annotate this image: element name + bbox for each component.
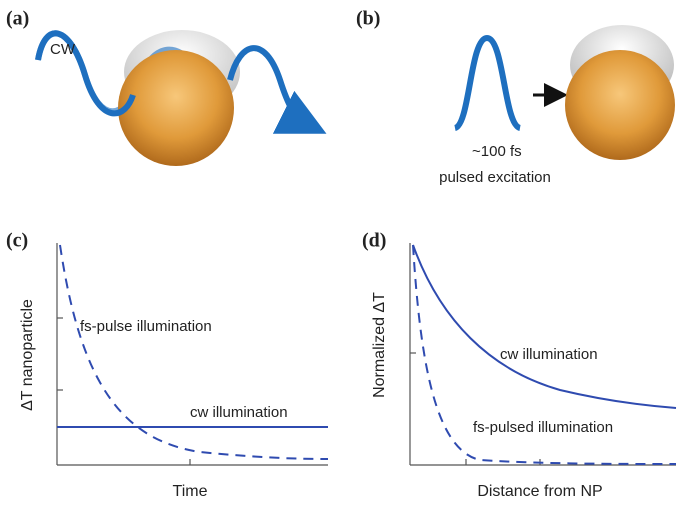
curve-label: cw illumination [190,404,288,421]
x-axis-label: Time [173,483,208,500]
x-axis-label: Distance from NP [477,483,602,500]
curve-label: fs-pulsed illumination [473,419,613,436]
pulse-diagram [453,25,675,160]
curve-label: cw illumination [500,346,598,363]
wave-label: CW [50,41,76,58]
panel-label: (c) [6,230,28,252]
curve-label: fs-pulse illumination [80,318,212,335]
pulse-caption: pulsed excitation [439,169,551,186]
panel-label: (a) [6,8,29,30]
cw-diagram [35,30,327,166]
panel-label: (d) [362,230,386,252]
pulse-duration: ~100 fs [472,143,522,160]
plot-d [409,243,677,466]
y-axis-label: Normalized ΔT [371,292,388,398]
plot-c [56,243,329,466]
y-axis-label: ΔT nanoparticle [19,299,36,411]
panel-label: (b) [356,8,380,30]
